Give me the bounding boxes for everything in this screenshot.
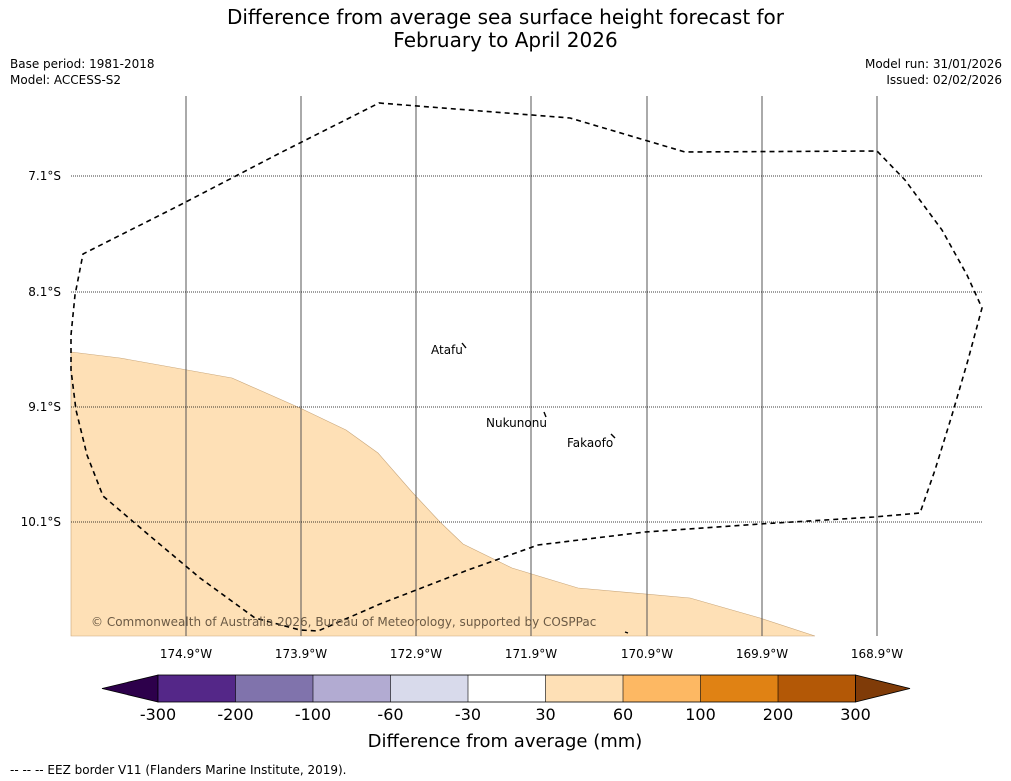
colorbar-segment-1 xyxy=(158,675,236,702)
colorbar-tick-3: -100 xyxy=(295,705,331,724)
colorbar-segment-5 xyxy=(468,675,546,702)
colorbar-tick-7: 60 xyxy=(613,705,633,724)
lat-label-10-1s: 10.1°S xyxy=(21,515,61,529)
model-run: Model run: 31/01/2026 xyxy=(864,57,1002,71)
colorbar-tick-2: -200 xyxy=(217,705,253,724)
meta-left: Base period: 1981-2018 Model: ACCESS-S2 xyxy=(10,56,155,88)
title-line-2: February to April 2026 xyxy=(393,28,618,52)
swains-islet xyxy=(624,631,629,634)
colorbar-tick-1: -300 xyxy=(140,705,176,724)
colorbar-segment-2 xyxy=(235,675,313,702)
colorbar-label: Difference from average (mm) xyxy=(368,731,643,752)
lat-label-9-1s: 9.1°S xyxy=(28,400,61,414)
atafu-atoll xyxy=(461,342,467,349)
longitude-gridlines xyxy=(185,96,878,636)
place-label-fakaofo: Fakaofo xyxy=(567,436,613,450)
eez-legend-note: -- -- -- EEZ border V11 (Flanders Marine… xyxy=(10,763,347,777)
colorbar-segment-9 xyxy=(778,675,856,702)
colorbar-tick-9: 200 xyxy=(763,705,794,724)
colorbar-tick-4: -60 xyxy=(377,705,403,724)
lon-label-171-9w: 171.9°W xyxy=(505,647,557,661)
colorbar-extend-high xyxy=(855,674,911,703)
lon-label-174-9w: 174.9°W xyxy=(160,647,212,661)
lon-label-172-9w: 172.9°W xyxy=(390,647,442,661)
colorbar-tick-10: 300 xyxy=(840,705,871,724)
lon-label-169-9w: 169.9°W xyxy=(736,647,788,661)
anomaly-fill-30-60 xyxy=(70,351,816,637)
issued-date: Issued: 02/02/2026 xyxy=(886,73,1002,87)
place-label-nukunonu: Nukunonu xyxy=(486,416,547,430)
islands xyxy=(461,342,629,634)
colorbar-segment-4 xyxy=(390,675,468,702)
colorbar-segment-6 xyxy=(545,675,623,702)
nukunonu-atoll xyxy=(543,411,547,418)
lon-label-168-9w: 168.9°W xyxy=(851,647,903,661)
colorbar-outline xyxy=(157,674,856,703)
model-name: Model: ACCESS-S2 xyxy=(10,73,122,87)
colorbar: -300 -200 -100 -60 -30 30 60 100 200 300… xyxy=(101,674,911,752)
colorbar-extend-low xyxy=(101,674,159,703)
colorbar-tick-8: 100 xyxy=(685,705,716,724)
colorbar-segment-7 xyxy=(623,675,701,702)
base-period: Base period: 1981-2018 xyxy=(10,57,155,71)
title-line-1: Difference from average sea surface heig… xyxy=(226,5,785,29)
meta-right: Model run: 31/01/2026 Issued: 02/02/2026 xyxy=(865,56,1002,88)
colorbar-tick-6: 30 xyxy=(535,705,555,724)
colorbar-tick-5: -30 xyxy=(455,705,481,724)
lat-label-8-1s: 8.1°S xyxy=(28,285,61,299)
copyright-notice: © Commonwealth of Australia 2026, Bureau… xyxy=(91,615,596,629)
lon-label-170-9w: 170.9°W xyxy=(621,647,673,661)
eez-border xyxy=(70,102,983,632)
colorbar-segment-8 xyxy=(700,675,778,702)
lon-label-173-9w: 173.9°W xyxy=(275,647,327,661)
fakaofo-atoll xyxy=(610,433,616,439)
place-label-atafu: Atafu xyxy=(431,343,463,357)
lat-label-7-1s: 7.1°S xyxy=(28,169,61,183)
colorbar-segment-3 xyxy=(313,675,391,702)
colorbar-dividers xyxy=(235,675,779,702)
map-title: Difference from average sea surface heig… xyxy=(0,6,1011,52)
